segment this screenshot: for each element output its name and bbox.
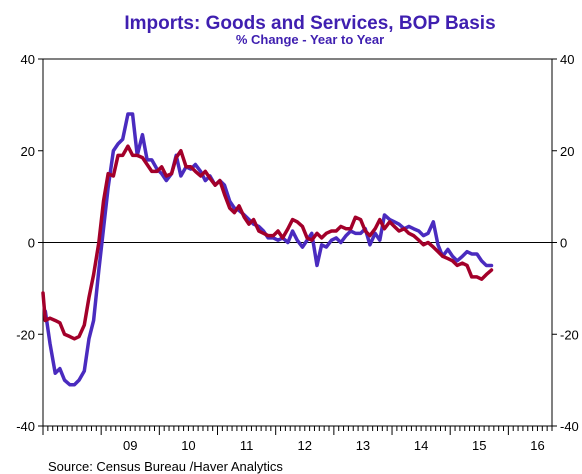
y-tick-label-left: 40 (21, 52, 35, 67)
x-tick-label: 13 (356, 438, 370, 453)
x-tick-label: 16 (530, 438, 544, 453)
y-tick-label-left: -40 (16, 419, 35, 434)
x-tick-label: 14 (414, 438, 428, 453)
chart-title: Imports: Goods and Services, BOP Basis (124, 13, 495, 34)
x-tick-label: 10 (181, 438, 195, 453)
y-tick-label-left: -20 (16, 327, 35, 342)
y-tick-label-right: 0 (560, 236, 567, 251)
x-tick-label: 11 (240, 438, 254, 453)
x-tick-label: 09 (123, 438, 137, 453)
y-tick-label-left: 0 (28, 236, 35, 251)
chart-subtitle: % Change - Year to Year (236, 32, 384, 47)
x-tick-label: 15 (472, 438, 486, 453)
series-line-1 (43, 112, 494, 387)
y-tick-label-right: -20 (560, 327, 579, 342)
y-tick-label-right: -40 (560, 419, 579, 434)
y-tick-label-right: 20 (560, 144, 574, 159)
x-tick-label: 12 (298, 438, 312, 453)
series-line-2 (41, 144, 494, 341)
y-tick-label-right: 40 (560, 52, 574, 67)
y-tick-label-left: 20 (21, 144, 35, 159)
source-note: Source: Census Bureau /Haver Analytics (48, 459, 283, 474)
